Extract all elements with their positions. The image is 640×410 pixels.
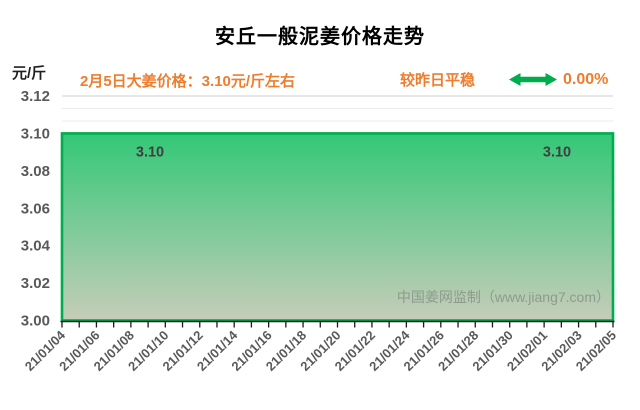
data-label-last: 3.10: [543, 144, 571, 160]
chart-title: 安丘一般泥姜价格走势: [215, 26, 425, 48]
data-label-first: 3.10: [136, 144, 164, 160]
y-tick-label: 3.00: [21, 313, 50, 330]
y-tick-label: 3.10: [21, 125, 50, 142]
y-tick-label: 3.04: [21, 238, 51, 255]
y-tick-label: 3.06: [21, 200, 50, 217]
price-annotation: 2月5日大姜价格：3.10元/斤左右: [80, 73, 296, 90]
y-tick-label: 3.12: [21, 88, 50, 105]
watermark: 中国姜网监制（www.jiang7.com）: [397, 289, 610, 305]
y-tick-label: 3.02: [21, 275, 50, 292]
trend-status-label: 较昨日平稳: [400, 72, 476, 89]
trend-percent: 0.00%: [563, 70, 609, 88]
flat-double-arrow-icon: [509, 73, 558, 86]
trend-indicator: 较昨日平稳 0.00%: [400, 69, 608, 90]
y-axis-unit-label: 元/斤: [12, 65, 47, 82]
price-area-series: [60, 132, 615, 322]
y-tick-label: 3.08: [21, 163, 50, 180]
